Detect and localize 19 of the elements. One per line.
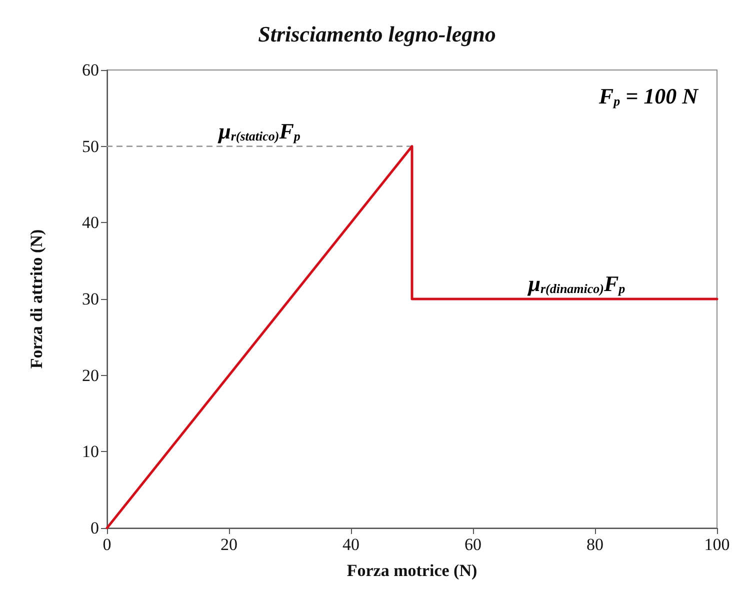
x-tick-label: 20 <box>220 535 238 554</box>
annotation: μr(dinamico)Fp <box>527 271 626 296</box>
chart-title: Strisciamento legno-legno <box>258 22 496 46</box>
y-tick-label: 40 <box>82 213 99 232</box>
y-tick-label: 20 <box>82 366 99 385</box>
y-tick-label: 10 <box>82 442 99 462</box>
y-tick-label: 60 <box>82 60 99 80</box>
x-tick-label: 100 <box>704 535 730 554</box>
annotation: μr(statico)Fp <box>218 118 301 144</box>
x-axis-title: Forza motrice (N) <box>346 561 478 580</box>
x-tick-label: 0 <box>102 535 112 554</box>
annotation: Fp = 100 N <box>598 84 700 108</box>
x-tick-label: 80 <box>586 535 604 554</box>
y-axis-title: Forza di attrito (N) <box>27 229 46 369</box>
y-tick-label: 50 <box>82 136 99 156</box>
y-tick-label: 30 <box>82 290 99 308</box>
x-tick-label: 40 <box>342 535 360 554</box>
y-tick-label: 0 <box>90 518 99 538</box>
x-tick-label: 60 <box>464 535 482 554</box>
